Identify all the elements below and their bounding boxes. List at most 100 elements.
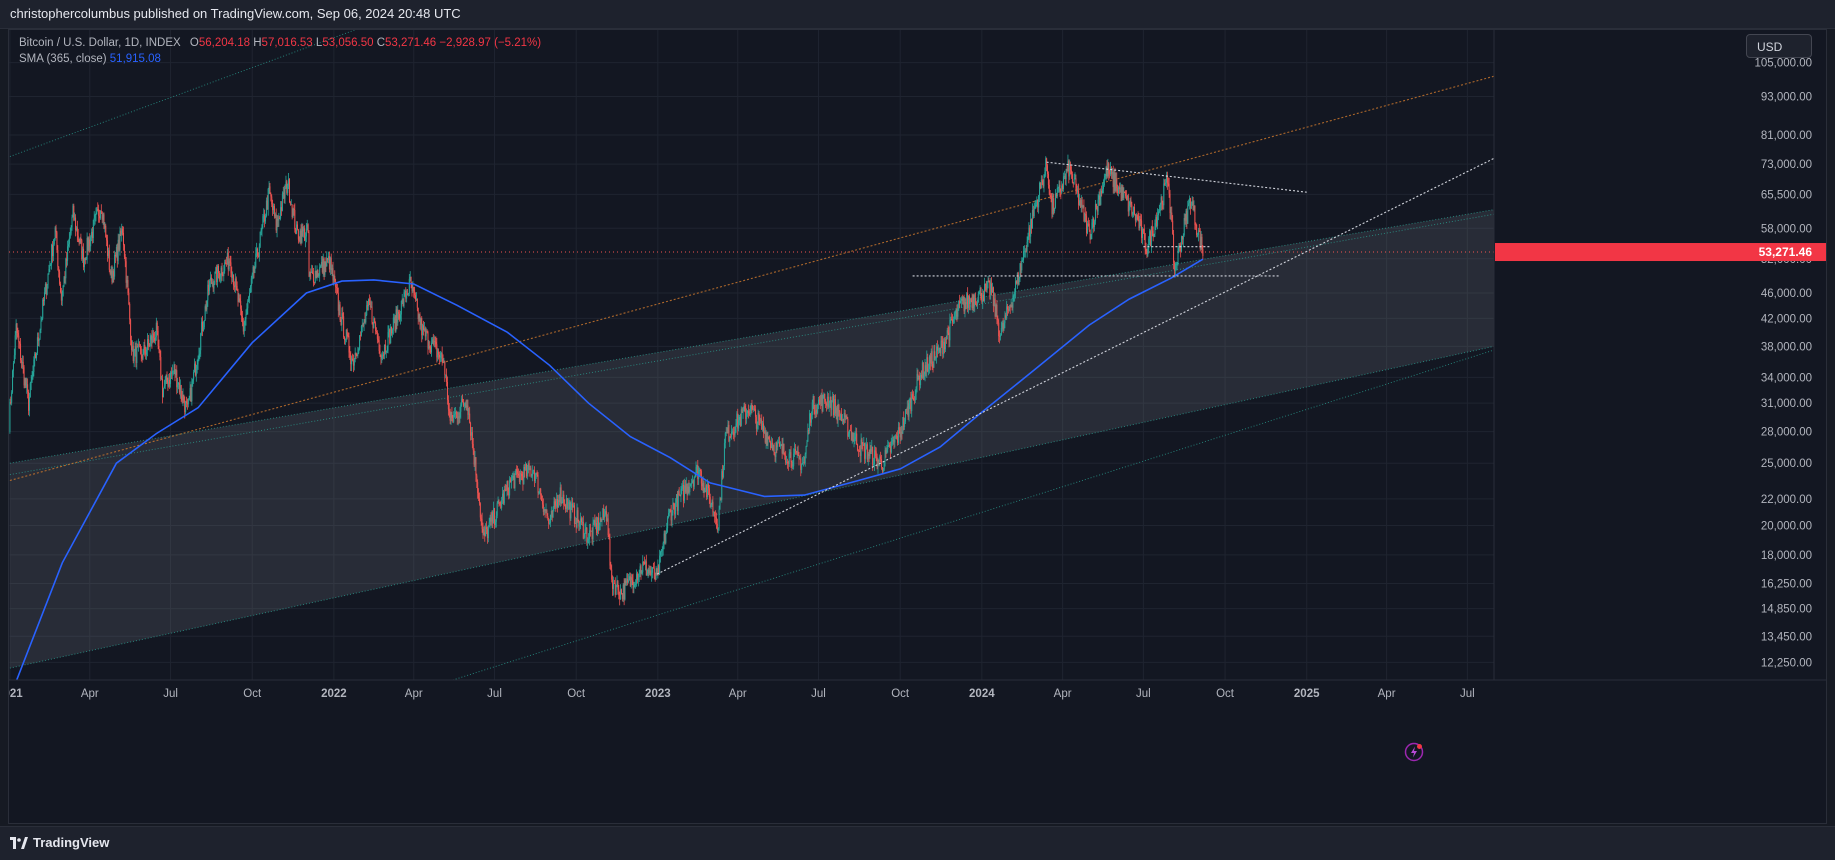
candle-body [710,504,712,508]
candle-body [743,405,745,411]
candle-body [1180,247,1182,252]
price-axis-tick: 31,000.00 [1761,398,1812,410]
channel-line-lower[interactable] [9,345,1494,669]
candle-body [330,257,332,271]
time-axis-tick: Apr [81,688,99,700]
candle-body [1189,198,1191,209]
candle-body [46,284,48,295]
candle-body [235,278,237,286]
candle-body [41,318,43,322]
candle-body [541,495,543,501]
candle-body [410,276,412,284]
candle-body [478,498,480,504]
candle-body [1086,223,1088,234]
candle-body [1054,207,1056,212]
candle-body [423,328,425,331]
candle-body [685,483,687,492]
candle-body [1064,176,1066,180]
candle-body [664,533,666,543]
candle-body [738,420,740,429]
candle-body [846,416,848,420]
candle-body [705,485,707,491]
candle-body [802,462,804,464]
candle-body [803,462,805,464]
candle-body [350,357,352,365]
candle-body [569,502,571,519]
candle-body [136,346,138,363]
candle-body [290,204,292,206]
candle-body [1038,195,1040,208]
candle-body [703,482,705,493]
channel-line-orange[interactable] [9,75,1494,482]
candle-body [1172,220,1174,234]
candle-body [543,509,545,512]
candle-body [294,210,296,230]
candle-body [1074,178,1076,180]
candle-body [272,204,274,211]
candle-body [397,311,399,323]
candle-body [751,404,753,410]
candle-body [1020,263,1022,271]
candle-body [877,459,879,467]
candle-body [999,336,1001,337]
candle-body [11,392,13,403]
candle-body [62,285,64,296]
trendline[interactable] [1046,161,1307,193]
candle-body [436,344,438,358]
candle-body [1010,304,1012,308]
chart-panel[interactable]: 105,000.00 93,000.00 81,000.00 73,000.00 65,… [8,29,1827,824]
candle-body [670,509,672,521]
currency-button[interactable]: USD [1746,34,1812,58]
candle-body [442,358,444,363]
channel-line-bottom-green[interactable] [452,349,1494,680]
candle-body [317,270,319,276]
candle-body [89,239,91,247]
candle-body [819,400,821,405]
channel-line-upper-green[interactable] [9,209,1494,464]
candle-body [1108,163,1110,174]
candle-body [992,287,994,306]
candle-body [14,335,16,356]
candle-body [99,215,101,219]
candle-body [1184,218,1186,221]
alert-icon[interactable] [1404,742,1424,762]
price-chart[interactable]: 105,000.00 93,000.00 81,000.00 73,000.00 65,… [9,30,1826,823]
candle-body [199,350,201,354]
candle-body [836,407,838,421]
candle-body [510,478,512,483]
candle-body [87,238,89,251]
channel-line-upper-green-2[interactable] [9,213,1494,476]
candle-body [203,320,205,328]
candle-body [742,410,744,413]
candle-body [1056,188,1058,197]
candle-body [482,528,484,535]
candle-body [884,450,886,462]
candle-body [1125,193,1127,197]
candle-body [495,515,497,522]
candle-body [1150,226,1152,246]
candle-body [169,379,171,384]
candle-body [1028,227,1030,237]
candle-body [47,273,49,285]
candle-body [1130,200,1132,205]
candle-body [403,292,405,307]
candle-body [1060,191,1062,193]
tradingview-logo[interactable]: TradingView [10,835,109,850]
candle-body [279,217,281,219]
candle-body [36,352,38,359]
candle-body [608,534,610,540]
candle-body [119,230,121,250]
candle-body [146,349,148,355]
candle-body [335,281,337,288]
candle-body [186,401,188,404]
candle-body [1183,218,1185,236]
candle-body [52,244,54,257]
sma-line[interactable] [10,258,1204,697]
channel-line-top-green[interactable] [9,30,512,157]
candle-body [980,287,982,300]
candle-body [810,415,812,423]
candle-body [105,225,107,238]
candle-body [962,296,964,301]
candle-body [32,371,34,377]
candle-body [420,318,422,326]
